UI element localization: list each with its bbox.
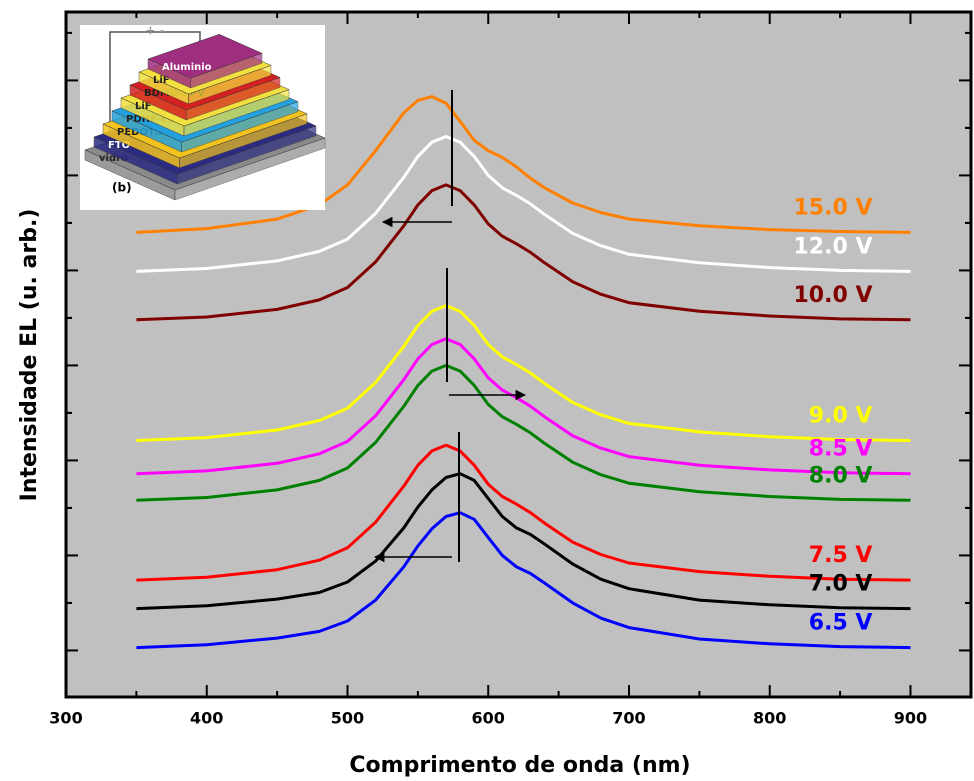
series-line bbox=[136, 337, 911, 476]
legend-label: 6.5 V bbox=[809, 611, 873, 636]
layer-label: FTO bbox=[108, 140, 130, 151]
layer-label: LiF bbox=[135, 101, 152, 112]
series-line bbox=[136, 183, 911, 322]
legend-label: 10.0 V bbox=[794, 283, 873, 308]
series-line bbox=[136, 135, 911, 273]
legend-label: 7.5 V bbox=[809, 543, 873, 568]
legend-label: 8.5 V bbox=[809, 437, 873, 462]
y-axis-title: Intensidade EL (u. arb.) bbox=[17, 209, 42, 502]
x-axis-title: Comprimento de onda (nm) bbox=[349, 753, 690, 778]
x-tick-label: 300 bbox=[49, 709, 82, 728]
series-line bbox=[136, 472, 911, 611]
series-line bbox=[136, 95, 911, 234]
x-tick-label: 600 bbox=[472, 709, 505, 728]
layer-label: Aluminio bbox=[162, 62, 212, 73]
inset-label: (b) bbox=[112, 181, 132, 195]
annotations bbox=[373, 90, 527, 563]
polarity: + - bbox=[145, 24, 164, 38]
legend-label: 8.0 V bbox=[809, 463, 873, 488]
legend-label: 12.0 V bbox=[794, 234, 873, 259]
layer-label: LiF bbox=[153, 75, 170, 86]
layer bbox=[147, 34, 263, 79]
legend-label: 15.0 V bbox=[794, 195, 873, 220]
device-inset: + - vidroFTOPEDOT:PSSPDHF-ECzLiFBDMO-PPV… bbox=[80, 24, 326, 210]
x-tick-label: 500 bbox=[331, 709, 364, 728]
series-line bbox=[136, 443, 911, 582]
x-tick-label: 400 bbox=[190, 709, 223, 728]
series-line bbox=[136, 304, 911, 442]
x-tick-label: 700 bbox=[612, 709, 645, 728]
plot-frame bbox=[64, 10, 973, 699]
x-tick-label: 900 bbox=[894, 709, 927, 728]
x-tick-label: 800 bbox=[753, 709, 786, 728]
series-line bbox=[136, 511, 911, 650]
legend-label: 7.0 V bbox=[809, 572, 873, 597]
layer-label: vidro bbox=[99, 153, 128, 164]
legend-label: 9.0 V bbox=[809, 403, 873, 428]
